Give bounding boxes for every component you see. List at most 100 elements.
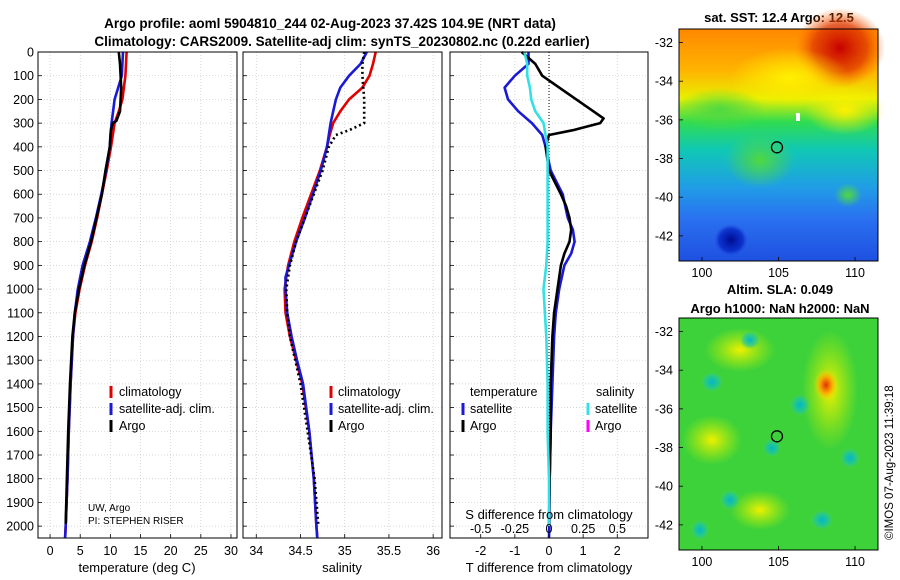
y-tick-label: 300 <box>13 117 34 131</box>
x2-tick-label: -0.25 <box>501 522 530 536</box>
y-tick-label: 1200 <box>6 330 34 344</box>
sst-cold-eddy <box>714 224 748 256</box>
legend-argo-label: Argo <box>119 419 145 433</box>
x-tick-label: -1 <box>509 544 520 558</box>
sst-map-ticks: 100 105 110 -32 -34 -36 -38 -40 -42 <box>655 36 865 280</box>
y-tick-label: 500 <box>13 164 34 178</box>
y-tick-label: 1400 <box>6 377 34 391</box>
sst-yellow-patch <box>805 85 885 135</box>
series-salinity-satellite <box>523 51 551 527</box>
y-tick-label: 400 <box>13 140 34 154</box>
imos-credit: ©IMOS 07-Aug-2023 11:39:18 <box>884 385 896 540</box>
y-tick-label: 800 <box>13 235 34 249</box>
x-tick-label: 0 <box>546 544 553 558</box>
legend-argo-label: Argo <box>338 419 364 433</box>
sst-field <box>675 8 885 261</box>
sla-low-7 <box>811 510 833 530</box>
difference-x2label: S difference from climatology <box>465 507 633 522</box>
map-y-tick-label: -40 <box>655 480 673 494</box>
sla-high-1 <box>705 328 775 372</box>
sla-high-4 <box>730 490 790 530</box>
legend-climatology-label: climatology <box>338 385 401 399</box>
y-tick-label: 200 <box>13 93 34 107</box>
legend-temp-argo-label: Argo <box>470 419 496 433</box>
x-tick-label: 20 <box>164 544 178 558</box>
x-tick-label: 25 <box>194 544 208 558</box>
temperature-grid <box>38 51 237 538</box>
map-y-tick-label: -34 <box>655 364 673 378</box>
x-tick-label: 35 <box>338 544 352 558</box>
temperature-series <box>63 51 128 539</box>
salinity-xlabel: salinity <box>322 560 362 575</box>
difference-series <box>503 51 605 539</box>
sst-green-eddy <box>834 183 862 207</box>
x2-tick-label: 0.5 <box>609 522 626 536</box>
series-climatology <box>63 51 128 539</box>
sla-map-ticks: 100 105 110 -32 -34 -36 -38 -40 -42 <box>655 325 865 569</box>
difference-xlabel: T difference from climatology <box>466 560 633 575</box>
map-y-tick-label: -36 <box>655 402 673 416</box>
legend-climatology-label: climatology <box>119 385 182 399</box>
salinity-grid <box>243 51 442 538</box>
sla-low-4 <box>763 439 781 457</box>
temperature-legend: climatology satellite-adj. clim. Argo <box>109 385 215 433</box>
x-tick-label: 2 <box>614 544 621 558</box>
x-tick-label: 34.5 <box>288 544 312 558</box>
sla-argo-marker <box>770 430 784 443</box>
salinity-axes-box <box>242 51 443 539</box>
map-y-tick-label: -38 <box>655 152 673 166</box>
sla-low-5 <box>840 448 860 468</box>
map-y-tick-label: -42 <box>655 229 673 243</box>
map-y-tick-label: -32 <box>655 325 673 339</box>
y-tick-label: 1900 <box>6 496 34 510</box>
map-x-tick-label: 100 <box>692 555 713 569</box>
legend-salinity-heading: salinity <box>596 385 635 399</box>
x-tick-label: 36 <box>426 544 440 558</box>
series-argo <box>64 51 123 524</box>
legend-temperature-heading: temperature <box>470 385 537 399</box>
x2-tick-label: 0 <box>546 522 553 536</box>
sst-green-tongue <box>725 132 795 188</box>
x-tick-label: 10 <box>103 544 117 558</box>
map-x-tick-label: 110 <box>845 266 865 280</box>
x-tick-label: -2 <box>475 544 486 558</box>
temperature-axes-box <box>37 51 238 539</box>
y-tick-label: 2000 <box>6 520 34 534</box>
sla-low-6 <box>720 490 740 510</box>
annotation-pi: PI: STEPHEN RISER <box>88 516 184 527</box>
y-tick-label: 100 <box>13 69 34 83</box>
difference-ticks: -2 -1 0 1 2 -0.5 -0.25 0 0.25 0.5 <box>450 51 626 558</box>
temperature-ticks: 0100200300400500600700800900100011001200… <box>6 46 238 559</box>
x-tick-label: 35.5 <box>377 544 401 558</box>
y-tick-label: 600 <box>13 188 34 202</box>
difference-panel: -2 -1 0 1 2 -0.5 -0.25 0 0.25 0.5 T difference fr… <box>449 51 649 575</box>
legend-satellite-label: satellite-adj. clim. <box>119 402 215 416</box>
temperature-xlabel: temperature (deg C) <box>78 560 195 575</box>
x-tick-label: 15 <box>134 544 148 558</box>
y-tick-label: 0 <box>27 46 34 60</box>
title-line-2: Climatology: CARS2009. Satellite-adj cli… <box>94 34 589 49</box>
legend-satellite-label: satellite-adj. clim. <box>338 402 434 416</box>
y-tick-label: 900 <box>13 259 34 273</box>
y-tick-label: 1000 <box>6 283 34 297</box>
legend-temp-satellite-label: satellite <box>470 402 512 416</box>
sla-high-3 <box>682 415 742 465</box>
salinity-legend: climatology satellite-adj. clim. Argo <box>329 385 434 433</box>
map-x-tick-label: 110 <box>845 555 865 569</box>
y-tick-label: 1800 <box>6 472 34 486</box>
salinity-series <box>283 51 377 539</box>
difference-legend: temperature salinity satellite Argo sate… <box>461 385 637 433</box>
y-tick-label: 1300 <box>6 354 34 368</box>
sla-peak <box>814 369 838 401</box>
sst-argo-marker <box>770 141 784 154</box>
sst-missing-pixel <box>796 113 800 121</box>
map-y-tick-label: -32 <box>655 36 673 50</box>
x-tick-label: 34 <box>249 544 263 558</box>
sla-map-title: Altim. SLA: 0.049 <box>727 282 833 297</box>
series-temperature-argo <box>520 51 605 527</box>
series-argo <box>284 51 366 524</box>
x2-tick-label: 0.25 <box>571 522 595 536</box>
map-x-tick-label: 105 <box>768 555 789 569</box>
y-tick-label: 700 <box>13 211 34 225</box>
map-x-tick-label: 105 <box>768 266 789 280</box>
